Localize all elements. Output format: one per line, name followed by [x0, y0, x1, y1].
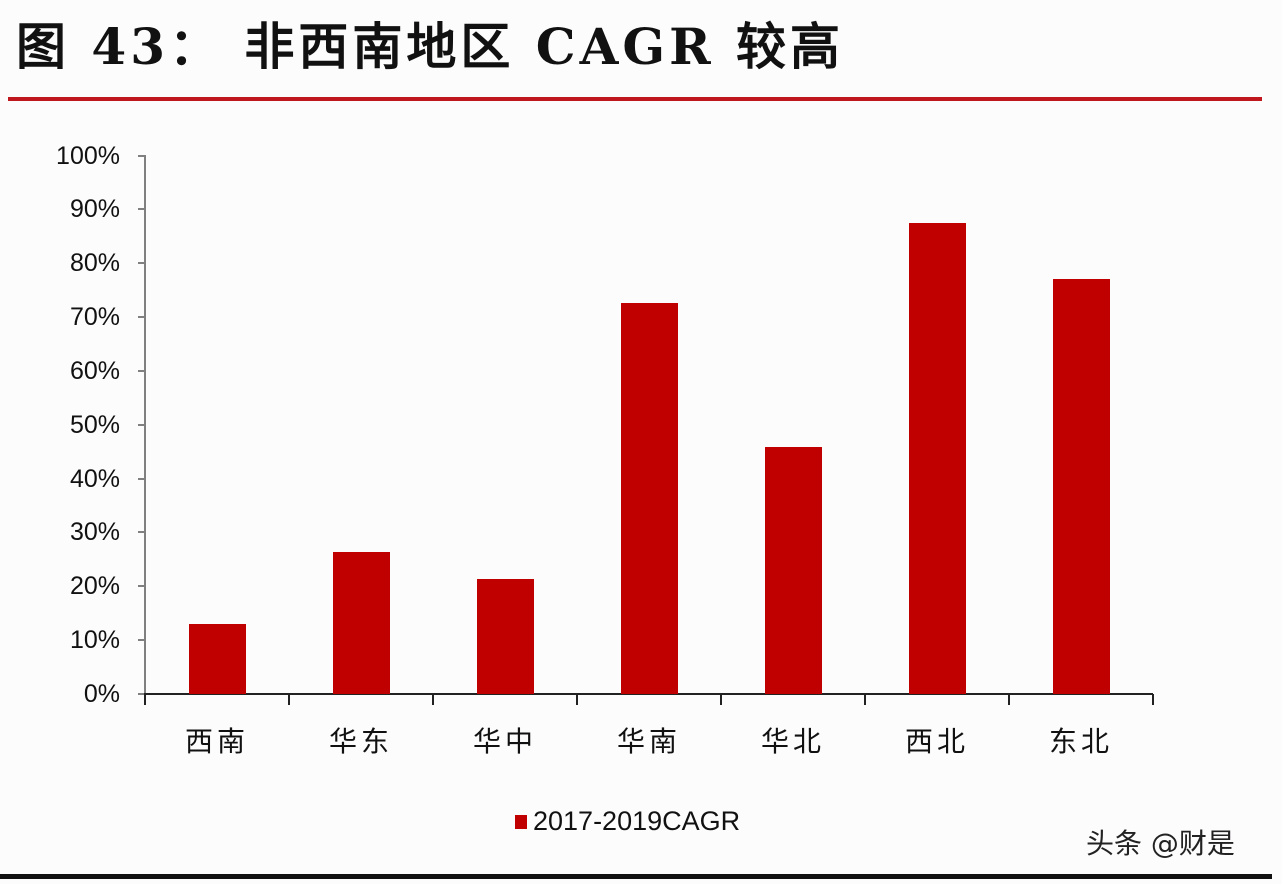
bar-0 — [189, 623, 246, 694]
x-tick — [576, 694, 578, 705]
y-tick — [138, 693, 145, 695]
bar-1 — [333, 551, 390, 694]
y-tick — [138, 208, 145, 211]
y-tick-label: 20% — [69, 572, 120, 601]
x-tick-label: 华东 — [328, 725, 393, 758]
y-tick — [138, 262, 145, 265]
y-tick — [138, 316, 145, 319]
y-tick-label: 60% — [69, 356, 120, 385]
y-tick-label: 70% — [69, 303, 120, 332]
bar-2 — [477, 578, 534, 694]
x-tick-label: 华中 — [472, 725, 537, 758]
bar-4 — [765, 446, 822, 694]
y-tick-label: 100% — [56, 141, 120, 170]
x-axis — [144, 693, 1153, 695]
y-tick — [138, 531, 145, 534]
x-tick — [864, 694, 866, 705]
chart-title: 图 43： 非西南地区 CAGR 较高 — [16, 17, 845, 76]
x-tick — [720, 694, 722, 705]
x-tick — [144, 694, 146, 705]
y-tick — [138, 639, 145, 642]
bottom-divider — [0, 874, 1272, 879]
y-tick-label: 40% — [69, 464, 120, 493]
x-tick — [432, 694, 434, 705]
y-tick — [138, 154, 145, 157]
x-tick-label: 西南 — [184, 725, 249, 758]
y-tick — [138, 423, 145, 426]
legend-label: 2017-2019CAGR — [533, 806, 741, 836]
legend: 2017-2019CAGR — [515, 806, 740, 837]
y-tick-label: 30% — [69, 518, 120, 547]
x-tick-label: 东北 — [1048, 725, 1113, 758]
title-divider — [8, 97, 1262, 101]
x-tick — [1152, 694, 1154, 705]
y-axis — [144, 155, 146, 695]
x-tick — [1008, 694, 1010, 705]
legend-swatch — [515, 814, 527, 829]
y-tick-label: 50% — [69, 410, 120, 439]
x-tick-label: 西北 — [904, 725, 969, 758]
y-tick-label: 80% — [69, 249, 120, 278]
x-tick-label: 华北 — [760, 725, 825, 758]
y-tick-label: 0% — [83, 680, 120, 708]
bar-6 — [1053, 278, 1110, 694]
bar-5 — [909, 222, 966, 694]
watermark: 头条 @财是 — [1086, 827, 1235, 860]
y-tick-label: 10% — [69, 626, 120, 655]
y-tick — [138, 369, 145, 372]
x-tick-label: 华南 — [616, 725, 681, 758]
bar-3 — [621, 302, 678, 694]
y-tick — [138, 477, 145, 480]
y-tick-label: 90% — [69, 195, 120, 224]
x-tick — [288, 694, 290, 705]
y-tick — [138, 585, 145, 588]
